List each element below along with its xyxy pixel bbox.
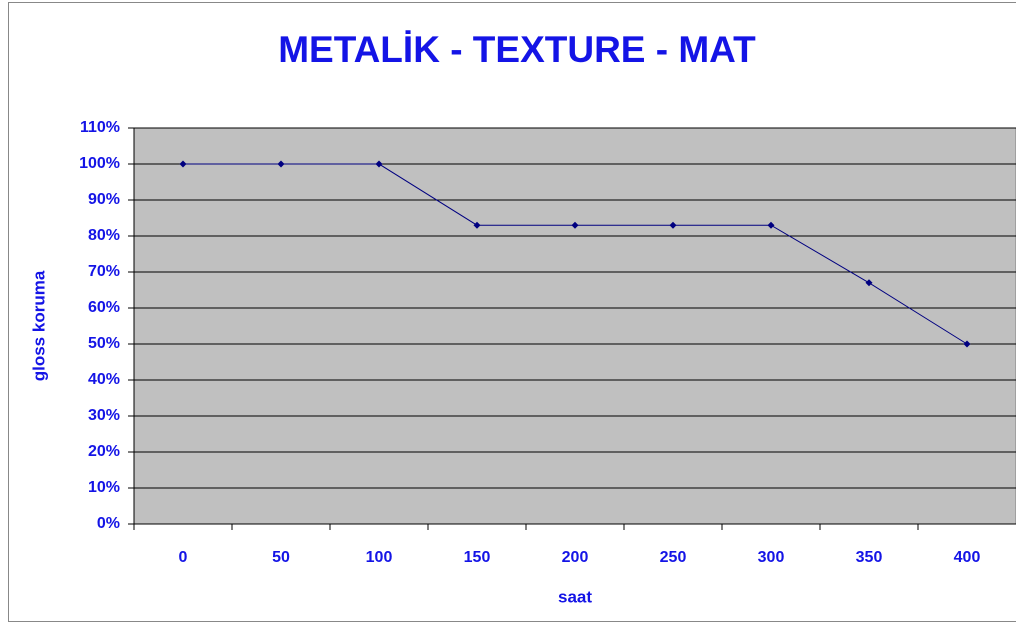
x-tick-label: 300 [758,549,785,566]
y-tick-label: 90% [88,191,120,208]
x-tick-label: 350 [856,549,883,566]
x-tick-label: 150 [464,549,491,566]
x-tick-label: 200 [562,549,589,566]
y-tick-label: 80% [88,227,120,244]
y-tick-label: 100% [79,155,120,172]
y-tick-label: 10% [88,479,120,496]
x-tick-label: 100 [366,549,393,566]
y-tick-label: 60% [88,299,120,316]
y-tick-label: 70% [88,263,120,280]
data-point [767,221,775,229]
x-tick-label: 400 [954,549,981,566]
data-point [865,279,873,287]
data-point [473,221,481,229]
x-tick-label: 50 [272,549,290,566]
y-tick-label: 110% [80,119,120,136]
chart-title: METALİK - TEXTURE - MAT [278,29,756,70]
data-point [571,221,579,229]
y-tick-label: 30% [88,407,120,424]
data-point [669,221,677,229]
x-axis-label: saat [558,587,592,606]
y-tick-label: 50% [88,335,120,352]
x-tick-label: 0 [179,549,188,566]
data-point [375,160,383,168]
y-tick-label: 40% [88,371,120,388]
y-tick-label: 0% [97,515,120,532]
data-point [277,160,285,168]
y-tick-label: 20% [88,443,120,460]
data-point [179,160,187,168]
y-axis-label: gloss koruma [29,270,48,381]
x-tick-label: 250 [660,549,687,566]
data-point [963,340,971,348]
plot-area [133,127,1016,525]
